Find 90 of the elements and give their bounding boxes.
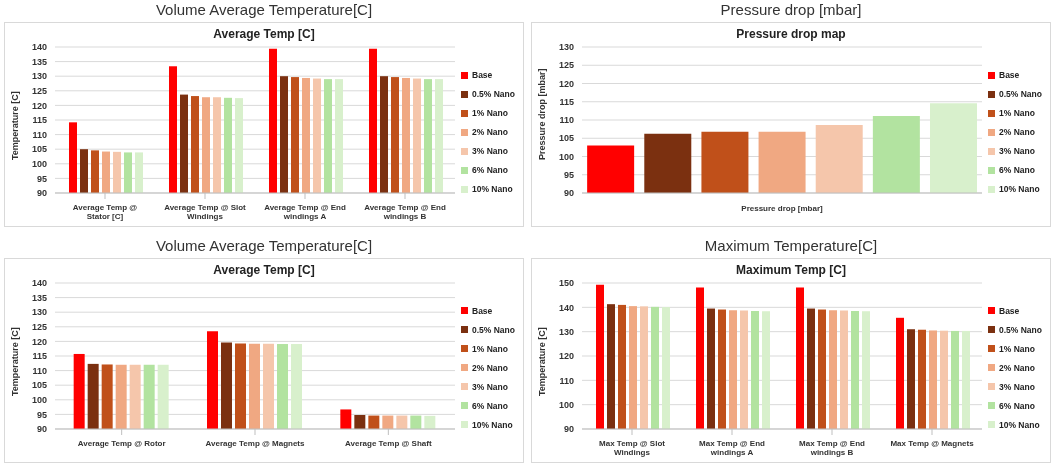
x-tick-label: Max Temp @ Magnets xyxy=(890,438,975,448)
y-tick-label: 90 xyxy=(36,423,47,434)
x-tick-label: Average Temp @ Magnets xyxy=(205,438,306,448)
legend-label: 0.5% Nano xyxy=(999,324,1042,335)
legend-label: 6% Nano xyxy=(999,400,1035,411)
y-tick-label: 140 xyxy=(558,302,574,313)
x-tick-label: Average Temp @ End windings B xyxy=(364,203,446,221)
y-tick-label: 95 xyxy=(563,169,574,180)
x-axis-title: Pressure drop [mbar] xyxy=(741,204,824,213)
legend-label: 6% Nano xyxy=(999,165,1035,175)
y-tick-label: 90 xyxy=(36,188,47,199)
y-tick-label: 105 xyxy=(31,379,47,390)
y-tick-label: 90 xyxy=(563,188,574,199)
y-tick-label: 120 xyxy=(558,350,574,361)
y-tick-label: 120 xyxy=(31,336,47,347)
y-axis-title: Pressure drop [mbar] xyxy=(537,68,548,160)
legend-label: 6% Nano xyxy=(472,400,508,411)
y-tick-label: 140 xyxy=(31,42,47,53)
chart-subtitle: Average Temp [C] xyxy=(212,261,316,279)
legend-label: 2% Nano xyxy=(999,362,1035,373)
legend-label: Base xyxy=(472,305,493,316)
y-tick-label: 105 xyxy=(31,144,47,155)
y-axis-title: Temperature [C] xyxy=(10,91,21,160)
y-tick-label: 125 xyxy=(31,321,47,332)
legend-label: Base xyxy=(472,70,493,80)
legend-label: 3% Nano xyxy=(472,381,508,392)
legend-label: 10% Nano xyxy=(999,419,1040,430)
y-tick-label: 125 xyxy=(31,85,47,96)
chart-subtitle: Maximum Temp [C] xyxy=(735,261,847,279)
x-tick-label: Max Temp @ End windings B xyxy=(799,438,866,457)
y-tick-label: 110 xyxy=(559,115,574,126)
legend-label: 2% Nano xyxy=(472,127,508,137)
y-tick-label: 130 xyxy=(31,71,47,82)
x-tick-label: Average Temp @ Stator [C] xyxy=(72,203,138,221)
y-tick-label: 150 xyxy=(558,277,574,288)
legend-label: 0.5% Nano xyxy=(472,324,515,335)
y-tick-label: 105 xyxy=(558,133,574,144)
x-tick-label: Average Temp @ Rotor xyxy=(77,438,166,448)
legend-label: 0.5% Nano xyxy=(472,89,515,99)
y-tick-label: 130 xyxy=(31,306,47,317)
y-tick-label: 90 xyxy=(563,423,574,434)
legend-label: Base xyxy=(999,70,1020,80)
legend-label: 2% Nano xyxy=(999,127,1035,137)
legend-label: Base xyxy=(999,305,1020,316)
x-tick-label: Average Temp @ Shaft xyxy=(345,438,432,448)
y-tick-label: 120 xyxy=(31,100,47,111)
y-tick-label: 95 xyxy=(36,173,47,184)
x-tick-label: Average Temp @ Slot Windings xyxy=(164,203,247,221)
y-tick-label: 130 xyxy=(558,326,574,337)
chart-title: Maximum Temperature[C] xyxy=(703,235,879,256)
chart-title: Pressure drop [mbar] xyxy=(719,0,863,20)
legend-label: 1% Nano xyxy=(999,343,1035,354)
x-tick-label: Max Temp @ End windings A xyxy=(699,438,766,457)
chart-title: Volume Average Temperature[C] xyxy=(154,0,374,20)
y-tick-label: 100 xyxy=(31,394,47,405)
legend-label: 0.5% Nano xyxy=(999,89,1042,99)
y-tick-label: 130 xyxy=(558,42,574,53)
legend-label: 3% Nano xyxy=(472,146,508,156)
y-tick-label: 140 xyxy=(31,277,47,288)
y-tick-label: 110 xyxy=(32,365,47,376)
y-tick-label: 110 xyxy=(32,129,47,140)
x-tick-label: Average Temp @ End windings A xyxy=(264,203,346,221)
y-tick-label: 115 xyxy=(559,96,574,107)
legend-label: 1% Nano xyxy=(999,108,1035,118)
y-tick-label: 100 xyxy=(31,158,47,169)
chart-subtitle: Average Temp [C] xyxy=(212,26,316,43)
y-tick-label: 120 xyxy=(558,78,574,89)
y-tick-label: 125 xyxy=(558,60,574,71)
legend-label: 1% Nano xyxy=(472,108,508,118)
y-tick-label: 100 xyxy=(558,399,574,410)
legend-label: 1% Nano xyxy=(472,343,508,354)
legend-label: 3% Nano xyxy=(999,146,1035,156)
y-tick-label: 115 xyxy=(32,115,47,126)
x-tick-label: Max Temp @ Slot Windings xyxy=(599,438,666,457)
y-tick-label: 100 xyxy=(558,151,574,162)
chart-title: Volume Average Temperature[C] xyxy=(154,235,374,256)
y-tick-label: 110 xyxy=(559,375,574,386)
y-tick-label: 135 xyxy=(31,56,47,67)
y-axis-title: Temperature [C] xyxy=(10,326,21,396)
chart-subtitle: Pressure drop map xyxy=(735,26,847,43)
y-axis-title: Temperature [C] xyxy=(537,326,548,396)
legend-label: 2% Nano xyxy=(472,362,508,373)
legend-label: 3% Nano xyxy=(999,381,1035,392)
legend-label: 10% Nano xyxy=(472,184,513,194)
y-tick-label: 115 xyxy=(32,350,47,361)
legend-label: 10% Nano xyxy=(999,184,1040,194)
legend-label: 6% Nano xyxy=(472,165,508,175)
y-tick-label: 135 xyxy=(31,292,47,303)
legend-label: 10% Nano xyxy=(472,419,513,430)
y-tick-label: 95 xyxy=(36,409,47,420)
